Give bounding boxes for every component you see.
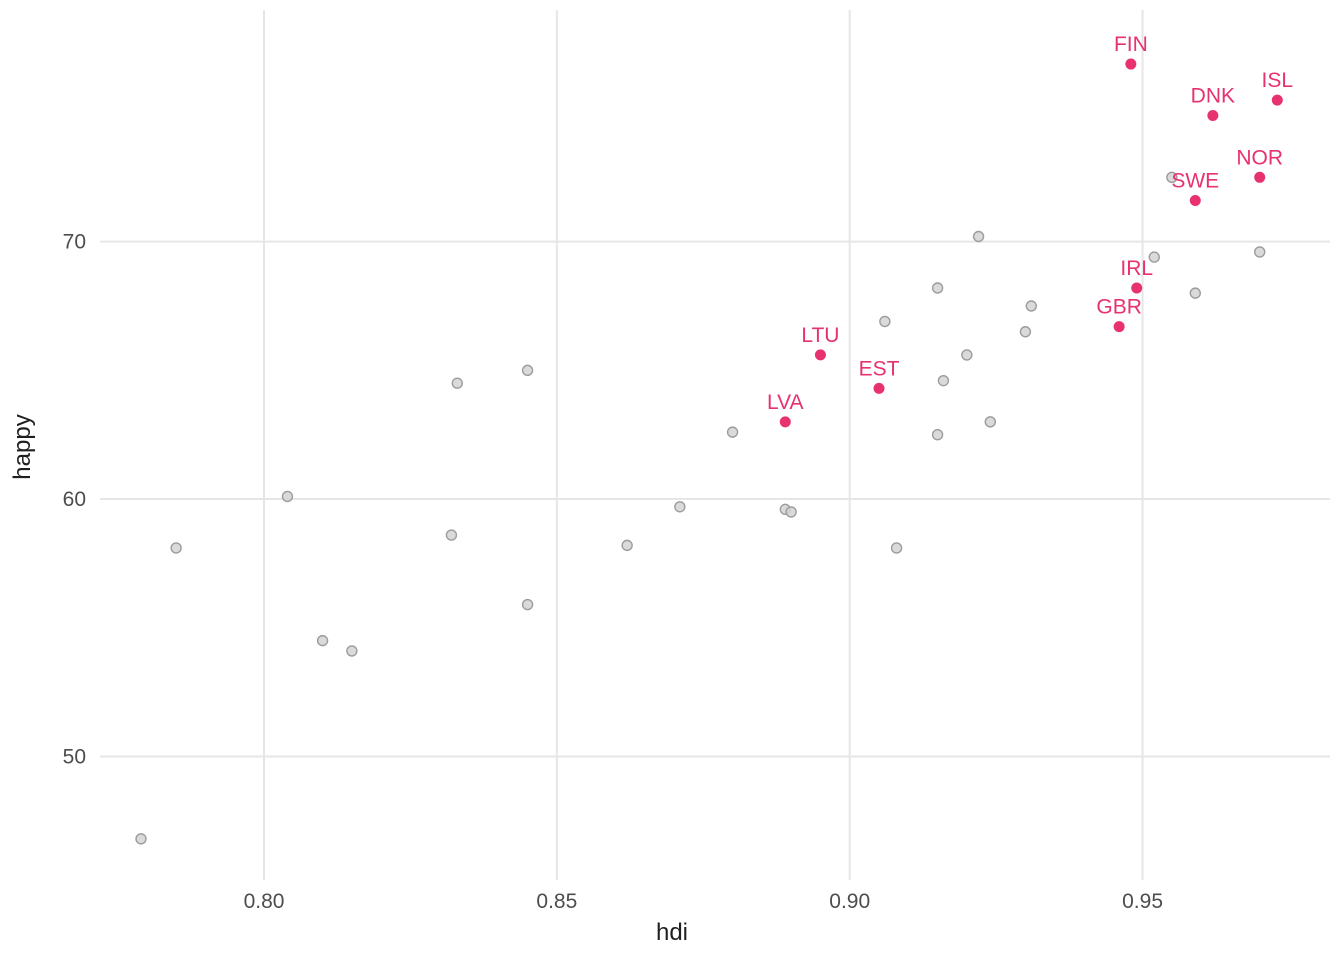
highlighted-point [1189, 194, 1201, 206]
data-point [674, 501, 686, 513]
background-points-layer [135, 171, 1266, 845]
data-point [937, 374, 950, 387]
point-label: SWE [1171, 169, 1219, 192]
data-point [135, 833, 147, 845]
point-label: DNK [1191, 85, 1235, 108]
axis-tick-labels-layer: 0.80 0.85 0.90 0.95 50 60 70 [63, 231, 1163, 913]
point-label: NOR [1236, 146, 1283, 169]
data-point [521, 364, 534, 377]
highlighted-point [1207, 110, 1219, 122]
data-point [170, 542, 182, 554]
y-tick-label: 50 [63, 745, 86, 768]
data-point [281, 490, 294, 503]
x-axis-title: hdi [656, 919, 688, 946]
data-point [931, 429, 944, 441]
data-point [890, 542, 903, 554]
data-point [521, 598, 534, 611]
y-axis-title: happy [9, 414, 36, 479]
data-point [451, 377, 463, 389]
highlighted-point [814, 349, 826, 361]
x-tick-label: 0.85 [536, 890, 577, 913]
point-label: GBR [1096, 296, 1142, 319]
data-point [445, 529, 458, 541]
x-tick-label: 0.95 [1122, 890, 1163, 913]
highlighted-point [873, 382, 885, 394]
data-point [1254, 246, 1266, 258]
point-label: ISL [1262, 69, 1294, 92]
point-label: EST [859, 357, 900, 380]
data-point [972, 230, 985, 243]
data-point [726, 426, 739, 438]
highlighted-point [1113, 321, 1125, 333]
x-tick-label: 0.90 [829, 890, 870, 913]
data-point [1019, 326, 1032, 338]
data-point [621, 539, 633, 552]
y-tick-label: 70 [63, 231, 86, 254]
point-label: FIN [1114, 33, 1148, 56]
point-labels-layer: FIN ISL DNK NOR SWE IRL GBR LTU EST LVA [767, 33, 1293, 414]
y-tick-label: 60 [63, 488, 86, 511]
data-point [785, 506, 797, 518]
data-point [984, 416, 996, 428]
data-point [1148, 251, 1160, 263]
data-point [879, 315, 891, 328]
data-point [961, 349, 973, 361]
highlighted-point [779, 416, 791, 428]
point-label: LVA [767, 391, 804, 414]
gridlines-layer [100, 10, 1330, 880]
data-point [931, 282, 944, 294]
data-point [1025, 300, 1037, 312]
x-tick-label: 0.80 [244, 890, 285, 913]
data-point [316, 634, 329, 647]
data-point [1166, 171, 1178, 184]
highlighted-point [1125, 58, 1137, 70]
highlighted-points-layer [779, 58, 1283, 428]
data-point [346, 645, 358, 657]
point-label: IRL [1120, 257, 1153, 280]
point-label: LTU [801, 324, 839, 347]
highlighted-point [1254, 171, 1266, 183]
highlighted-point [1131, 282, 1143, 294]
highlighted-point [1271, 94, 1283, 106]
data-point [1189, 287, 1201, 299]
